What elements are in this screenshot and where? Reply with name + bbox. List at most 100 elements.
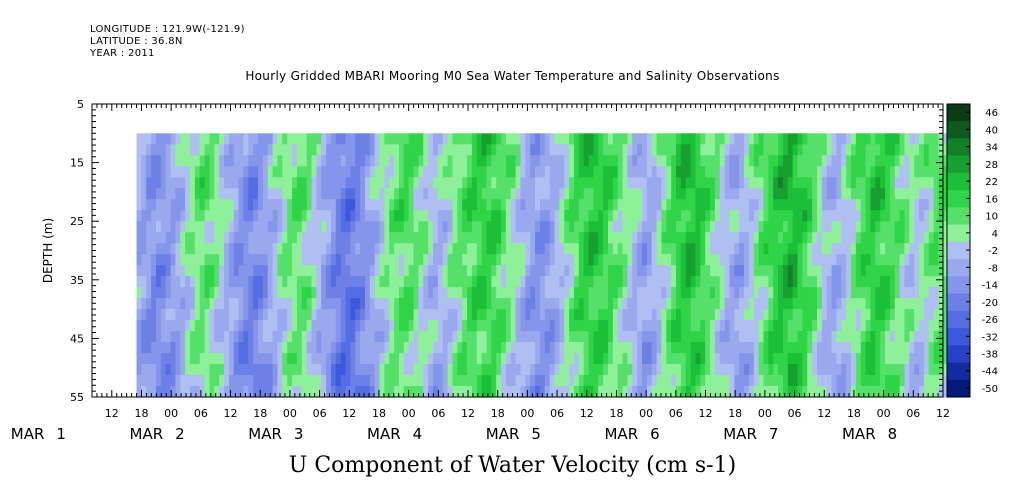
y-tick-label: 45 [70,332,84,345]
heatmap-cell [559,254,565,266]
heatmap-cell [155,188,162,200]
heatmap-cell [258,254,264,266]
heatmap-cell [564,375,570,387]
heatmap-cell [467,298,473,310]
heatmap-cell [452,320,458,332]
heatmap-cell [758,276,765,288]
heatmap-cell [180,353,186,365]
heatmap-cell [719,243,726,255]
heatmap-cell [185,232,191,244]
heatmap-cell [855,221,862,233]
heatmap-cell [816,177,823,189]
heatmap-cell [282,155,288,167]
heatmap-cell [846,298,852,310]
heatmap-cell [943,177,949,189]
heatmap-cell [855,309,862,321]
heatmap-cell [486,232,492,244]
heatmap-cell [413,276,420,288]
heatmap-cell [607,309,614,321]
heatmap-cell [151,298,157,310]
heatmap-cell [909,364,915,376]
heatmap-cell [656,342,663,354]
heatmap-cell [389,177,395,189]
heatmap-cell [398,265,405,277]
heatmap-cell [807,364,813,376]
heatmap-cell [496,177,502,189]
heatmap-cell [321,320,327,332]
heatmap-cell [155,287,162,299]
heatmap-cell [748,265,755,277]
heatmap-cell [836,177,842,189]
heatmap-cell [277,309,283,321]
colorbar-label: -8 [988,263,998,274]
heatmap-cell [700,353,706,365]
heatmap-cell [642,144,648,156]
heatmap-cell [238,166,245,178]
heatmap-cell [671,243,677,255]
heatmap-cell [277,166,283,178]
heatmap-cell [763,375,769,387]
heatmap-cell [530,353,536,365]
heatmap-cell [627,287,633,299]
heatmap-cell [428,232,434,244]
heatmap-cell [301,265,308,277]
heatmap-cell [855,133,862,145]
heatmap-cell [773,309,779,321]
heatmap-cell [826,265,833,277]
heatmap-cell [583,166,590,178]
heatmap-cell [360,133,366,145]
heatmap-cell [165,331,172,343]
heatmap-cell [398,331,405,343]
heatmap-cell [685,210,692,222]
heatmap-cell [865,199,872,211]
heatmap-cell [860,320,867,332]
heatmap-cell [374,298,381,310]
heatmap-cell [807,298,813,310]
heatmap-cell [646,320,653,332]
heatmap-cell [569,254,575,266]
heatmap-cell [423,144,429,156]
heatmap-cell [919,298,925,310]
heatmap-cell [267,210,274,222]
heatmap-cell [228,199,235,211]
heatmap-cell [520,386,526,398]
heatmap-cell [787,342,794,354]
heatmap-cell [238,320,245,332]
heatmap-cell [194,221,201,233]
heatmap-cell [355,298,361,310]
heatmap-cell [520,364,526,376]
heatmap-cell [627,133,633,145]
heatmap-cell [160,265,167,277]
heatmap-cell [151,166,157,178]
heatmap-cell [306,342,313,354]
heatmap-cell [165,265,172,277]
heatmap-cell [938,364,944,376]
heatmap-cell [539,353,546,365]
heatmap-cell [831,320,838,332]
heatmap-cell [656,265,663,277]
heatmap-cell [943,342,949,354]
heatmap-cell [870,232,876,244]
heatmap-cell [710,221,716,233]
heatmap-cell [369,199,376,211]
heatmap-cell [258,177,264,189]
heatmap-cell [714,254,721,266]
heatmap-cell [189,210,196,222]
heatmap-cell [413,320,420,332]
heatmap-cell [243,144,249,156]
heatmap-cell [841,166,847,178]
heatmap-cell [364,210,371,222]
heatmap-cell [335,166,342,178]
heatmap-cell [340,221,347,233]
heatmap-cell [238,243,245,255]
heatmap-cell [462,199,468,211]
heatmap-cell [155,386,162,398]
heatmap-cell [816,265,823,277]
heatmap-cell [646,353,653,365]
heatmap-cell [403,342,410,354]
heatmap-cell [680,265,687,277]
heatmap-cell [739,177,745,189]
heatmap-cell [243,364,249,376]
heatmap-cell [413,375,420,387]
heatmap-cell [447,133,454,145]
